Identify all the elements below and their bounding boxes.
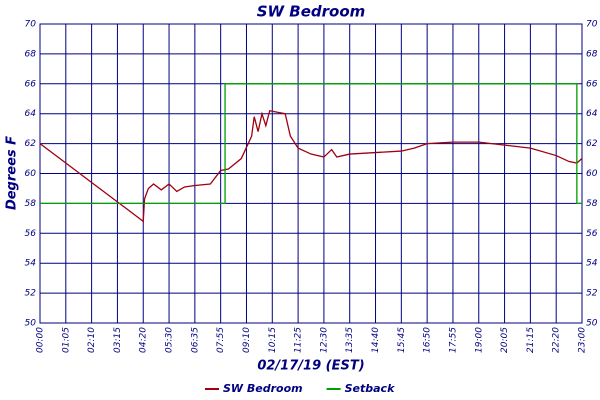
y-tick-label: 58 — [25, 199, 37, 209]
x-tick-label: 11:25 — [294, 327, 304, 353]
y-tick-label: 56 — [25, 229, 37, 239]
y-tick-label: 68 — [25, 49, 37, 59]
y2-tick-label: 50 — [586, 319, 598, 329]
x-tick-label: 23:00 — [578, 327, 588, 353]
x-tick-label: 01:05 — [61, 327, 71, 353]
y2-tick-label: 66 — [586, 79, 598, 89]
y2-tick-label: 60 — [586, 169, 598, 179]
line — [39, 109, 583, 223]
y-tick-label: 60 — [25, 169, 37, 179]
x-tick-label: 17:55 — [448, 327, 458, 353]
x-tick-label: 05:30 — [165, 327, 175, 353]
x-tick-label: 03:15 — [113, 327, 123, 353]
y-tick-label: 66 — [25, 79, 37, 89]
y-tick-label: 62 — [25, 139, 37, 149]
y2-tick-label: 62 — [586, 139, 598, 149]
x-tick-label: 14:40 — [371, 327, 381, 353]
x-tick-label: 13:35 — [345, 327, 355, 353]
x-tick-label: 22:20 — [552, 327, 562, 353]
x-tick-label: 06:35 — [190, 327, 200, 353]
x-tick-label: 12:30 — [319, 327, 329, 353]
x-tick-label: 00:00 — [36, 327, 46, 353]
y-axis-label: Degrees F — [5, 136, 20, 210]
chart-title: SW Bedroom — [257, 3, 366, 21]
x-tick-label: 21:15 — [526, 327, 536, 353]
plot-border — [39, 23, 583, 324]
x-tick-label: 07:55 — [216, 327, 226, 353]
x-tick-label: 02:10 — [87, 327, 97, 353]
y-tick-label: 70 — [25, 20, 37, 30]
legend-label: SW Bedroom — [223, 382, 303, 395]
y2-tick-label: 52 — [586, 289, 598, 299]
x-tick-label: 09:10 — [242, 327, 252, 353]
y2-tick-label: 70 — [586, 20, 598, 30]
y-tick-label: 64 — [25, 109, 37, 119]
y-tick-label: 50 — [25, 319, 37, 329]
line — [40, 83, 582, 205]
y2-tick-label: 56 — [586, 229, 598, 239]
x-tick-label: 19:00 — [474, 327, 484, 353]
y2-tick-label: 64 — [586, 109, 598, 119]
y-tick-label: 54 — [25, 259, 37, 269]
y2-tick-label: 54 — [586, 259, 598, 269]
x-tick-label: 20:05 — [500, 327, 510, 353]
x-tick-label: 10:15 — [268, 327, 278, 353]
y2-tick-label: 58 — [586, 199, 598, 209]
x-tick-label: 04:20 — [139, 327, 149, 353]
y2-tick-label: 68 — [586, 49, 598, 59]
x-axis-label: 02/17/19 (EST) — [257, 359, 364, 374]
y-tick-label: 52 — [25, 289, 37, 299]
x-tick-label: 16:50 — [423, 327, 433, 353]
x-tick-label: 15:45 — [397, 327, 407, 353]
legend-label: Setback — [345, 382, 395, 395]
